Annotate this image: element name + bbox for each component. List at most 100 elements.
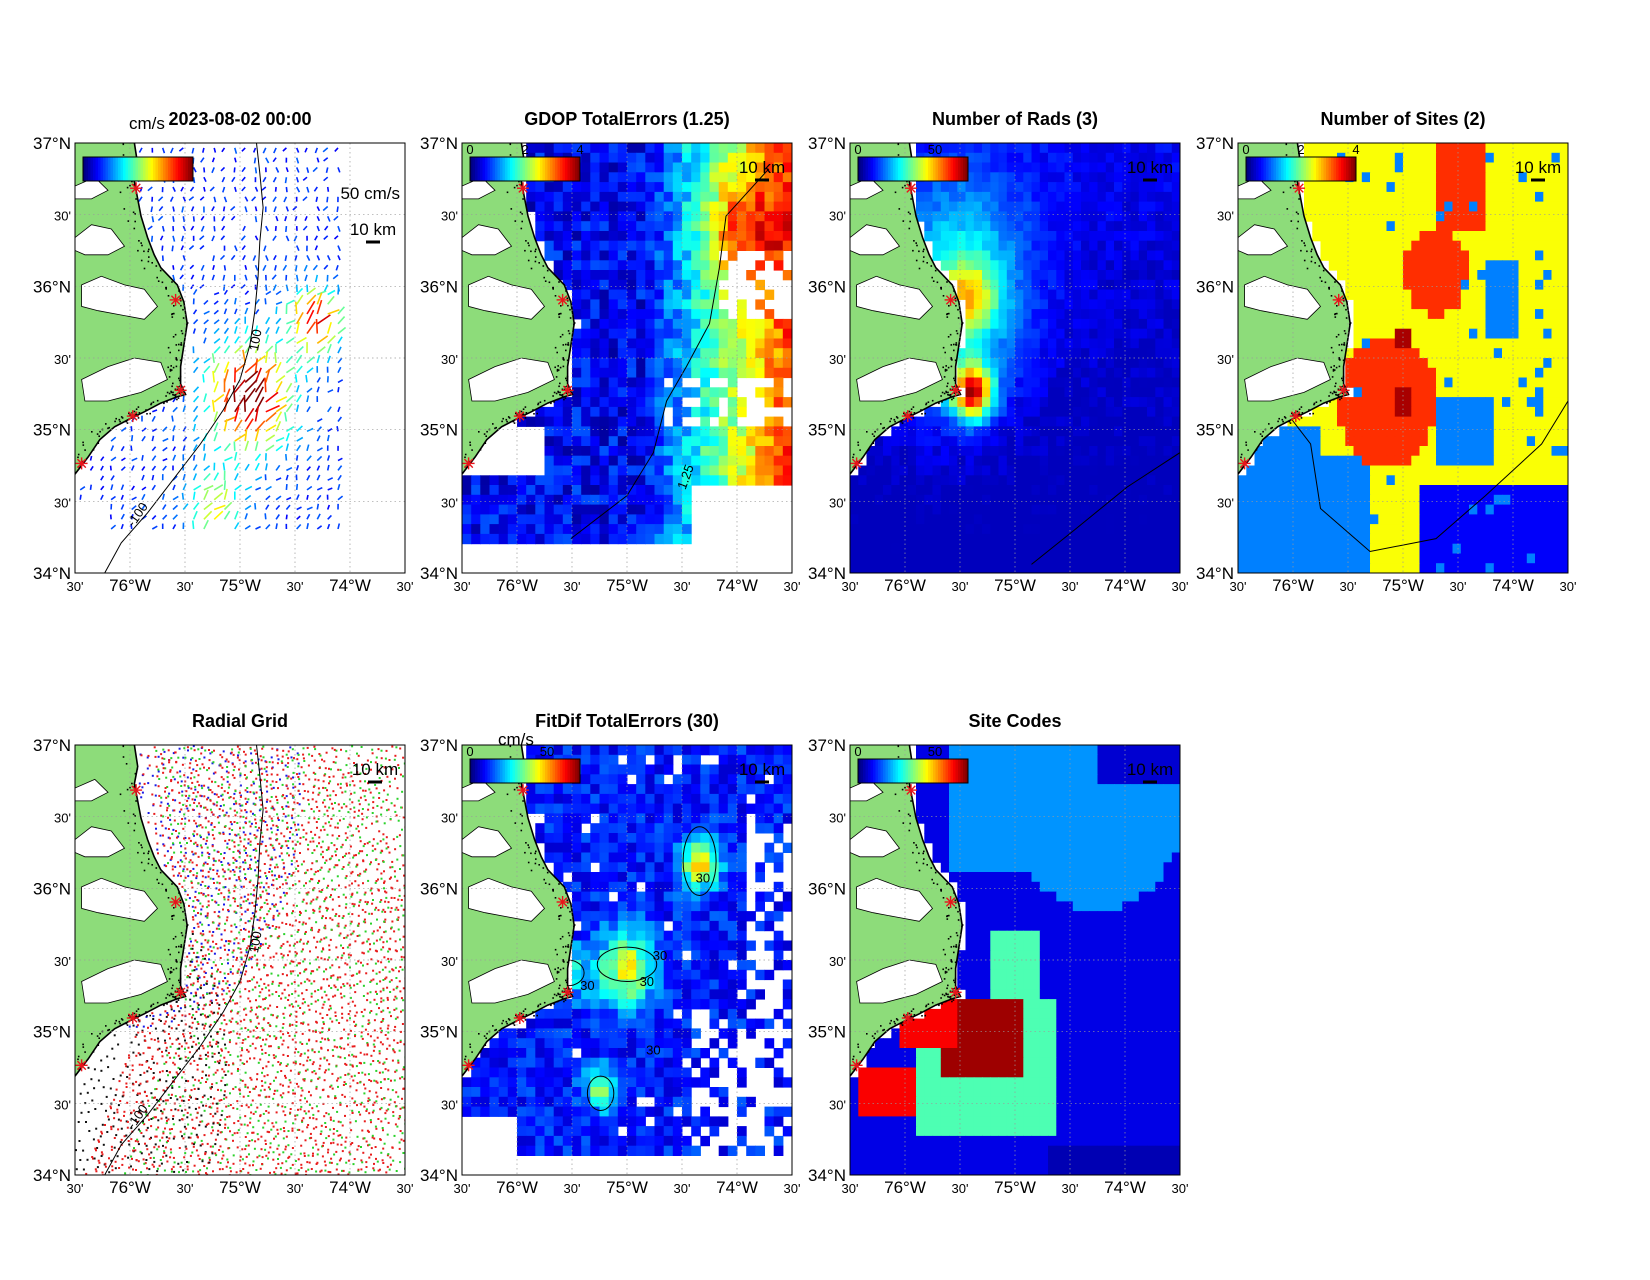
lon-label: 76°W <box>109 576 151 595</box>
coast-detail <box>167 994 169 996</box>
current-vector <box>91 466 94 470</box>
coast-detail <box>555 295 557 297</box>
current-vector <box>225 265 226 270</box>
current-vector <box>275 265 276 270</box>
lat-label: 35°N <box>808 1023 846 1042</box>
current-vector <box>223 275 224 281</box>
coast-detail <box>557 399 559 401</box>
current-vector <box>152 516 156 520</box>
coast-detail <box>535 851 537 853</box>
coast-detail <box>1338 334 1340 336</box>
coast-detail <box>950 959 952 961</box>
coast-detail <box>882 1030 884 1032</box>
coast-detail <box>866 431 868 433</box>
coast-detail <box>1262 431 1264 433</box>
coast-detail <box>136 408 138 410</box>
coast-detail <box>471 1051 473 1053</box>
coast-detail <box>944 995 946 997</box>
site-marker <box>127 410 139 422</box>
lon-minor-label: 30' <box>287 1181 304 1196</box>
coast-detail <box>1270 428 1272 430</box>
current-vector <box>338 367 341 373</box>
coast-detail <box>538 403 540 405</box>
current-vector <box>235 337 239 344</box>
lat-label: 36°N <box>1196 277 1234 296</box>
current-vector <box>204 454 205 461</box>
current-vector <box>214 395 224 403</box>
coast-detail <box>567 298 569 300</box>
lat-label: 37°N <box>808 134 846 153</box>
coast-detail <box>947 383 949 385</box>
coast-detail <box>857 442 859 444</box>
current-vector <box>274 255 276 260</box>
coast-detail <box>1341 350 1343 352</box>
current-vector <box>214 493 222 500</box>
current-vector <box>266 463 267 470</box>
coast-detail <box>173 907 175 909</box>
current-vector <box>204 338 206 344</box>
coast-detail <box>127 187 129 189</box>
coast-detail <box>180 298 182 300</box>
coast-detail <box>173 313 175 315</box>
coast-detail <box>568 330 570 332</box>
coast-detail <box>135 773 137 775</box>
current-vector <box>194 329 196 334</box>
current-vector <box>163 466 167 470</box>
coast-detail <box>556 376 558 378</box>
lat-minor-label: 30' <box>441 209 458 224</box>
current-vector <box>194 177 195 183</box>
coast-detail <box>175 998 177 1000</box>
current-vector <box>225 290 228 294</box>
coast-detail <box>957 911 959 913</box>
current-vector <box>317 255 319 260</box>
current-vector <box>192 148 193 154</box>
coast-detail <box>955 962 957 964</box>
coast-detail <box>547 270 549 272</box>
coast-detail <box>558 994 560 996</box>
coast-detail <box>510 154 512 156</box>
coast-detail <box>1339 366 1341 368</box>
coast-detail <box>916 260 918 262</box>
coast-detail <box>909 228 911 230</box>
coast-detail <box>951 968 953 970</box>
current-vector <box>276 362 281 373</box>
coast-detail <box>565 980 567 982</box>
coast-detail <box>486 431 488 433</box>
current-vector <box>235 298 236 304</box>
current-vector <box>173 187 175 192</box>
coast-detail <box>926 864 928 866</box>
lon-label: 74°W <box>716 1178 758 1197</box>
current-vector <box>328 356 331 363</box>
coast-detail <box>525 1019 527 1021</box>
coast-detail <box>1338 357 1340 359</box>
coast-detail <box>948 305 950 307</box>
coast-detail <box>928 1003 930 1005</box>
current-vector <box>163 226 164 231</box>
coast-detail <box>105 1025 107 1027</box>
coast-detail <box>913 417 915 419</box>
current-vector <box>297 495 299 500</box>
current-vector <box>111 476 114 481</box>
coast-detail <box>145 409 147 411</box>
coast-detail <box>1332 393 1334 395</box>
coast-detail <box>531 268 533 270</box>
current-vector <box>307 456 311 461</box>
current-vector <box>171 197 173 202</box>
panel-plot-area <box>850 745 1181 1176</box>
coast-detail <box>134 228 136 230</box>
current-vector <box>305 275 307 281</box>
coast-detail <box>1345 333 1347 335</box>
current-vector <box>303 177 307 180</box>
current-vector <box>223 463 224 471</box>
coast-detail <box>950 396 952 398</box>
coast-detail <box>909 221 911 223</box>
current-vector <box>284 197 286 202</box>
coast-detail <box>1349 324 1351 326</box>
current-vector <box>275 352 276 363</box>
coast-detail <box>528 260 530 262</box>
coast-detail <box>560 907 562 909</box>
coast-detail <box>953 946 955 948</box>
coast-detail <box>186 324 188 326</box>
